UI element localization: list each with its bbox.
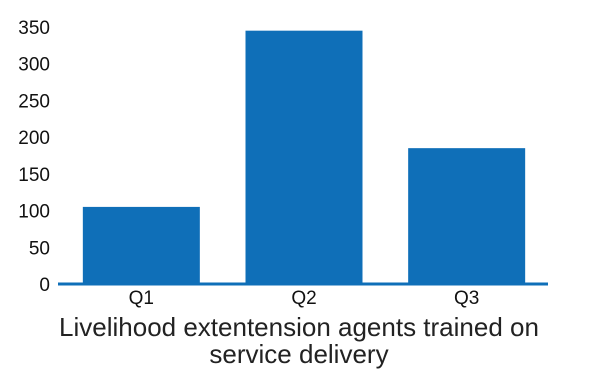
chart-caption: Livelihood extentension agents trained o… xyxy=(0,314,598,368)
y-tick-label: 50 xyxy=(29,238,50,259)
y-tick-label: 250 xyxy=(18,91,50,112)
caption-line-1: Livelihood extentension agents trained o… xyxy=(59,312,539,342)
y-tick-label: 200 xyxy=(18,128,50,149)
y-tick-label: 350 xyxy=(18,18,50,39)
bars xyxy=(82,30,526,284)
y-tick-label: 150 xyxy=(18,165,50,186)
y-tick-label: 0 xyxy=(39,275,50,296)
caption-line-2: service delivery xyxy=(209,339,389,369)
x-axis: Q1 Q2 Q3 xyxy=(129,288,480,309)
bar-q3 xyxy=(408,148,526,284)
x-tick-label: Q1 xyxy=(129,288,154,309)
bar-q2 xyxy=(245,30,363,284)
y-tick-label: 300 xyxy=(18,55,50,76)
y-tick-label: 100 xyxy=(18,202,50,223)
bar-q1 xyxy=(82,206,200,284)
x-tick-label: Q2 xyxy=(291,288,316,309)
y-axis: 0 50 100 150 200 250 300 350 xyxy=(18,18,50,296)
bar-chart: 0 50 100 150 200 250 300 350 Q1 Q2 Q3 xyxy=(18,18,548,309)
x-tick-label: Q3 xyxy=(454,288,479,309)
